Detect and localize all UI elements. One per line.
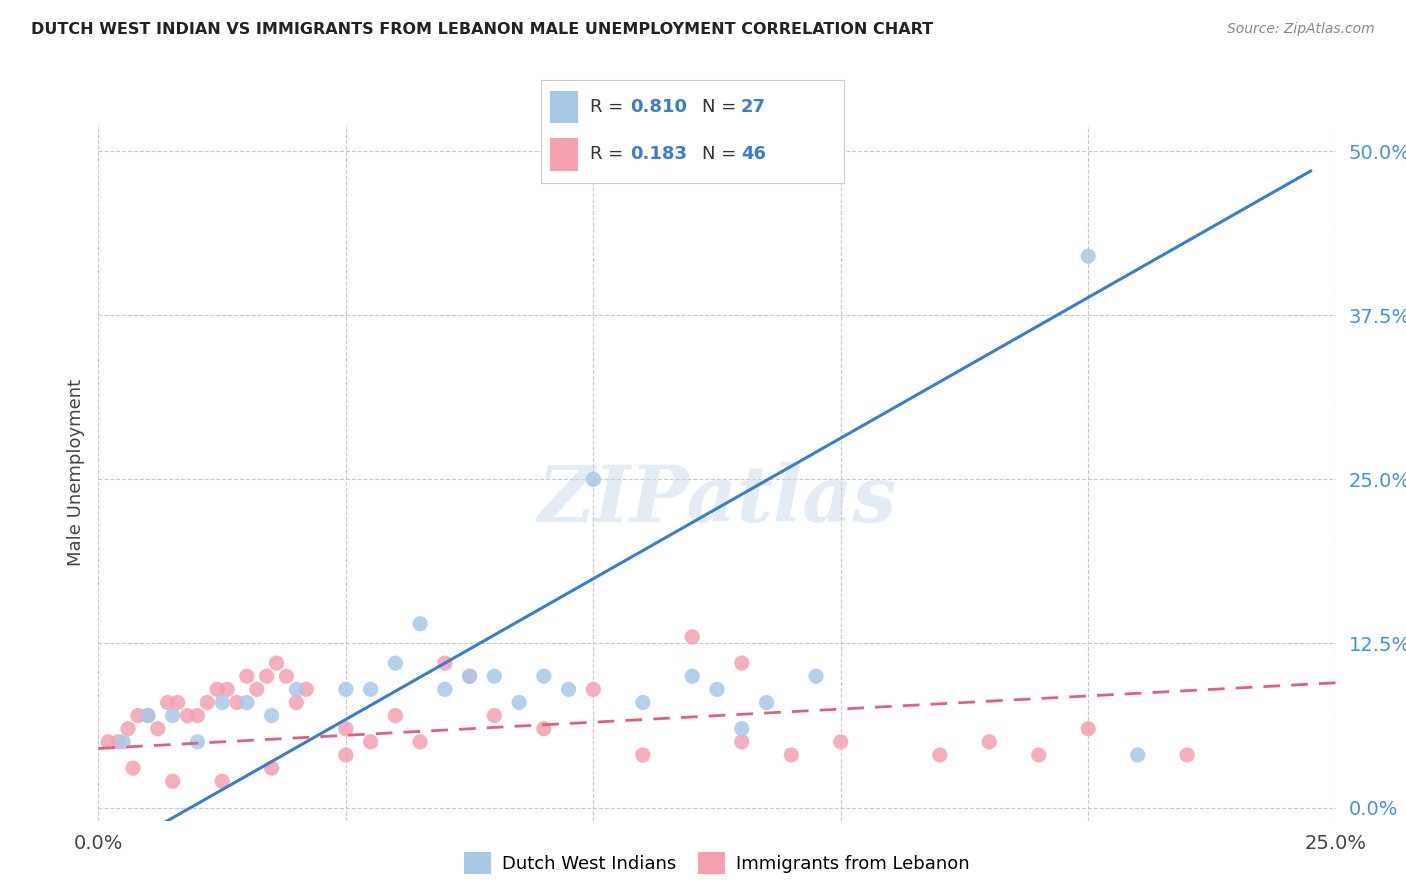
Point	[136, 708, 159, 723]
Text: R =: R =	[589, 145, 628, 163]
Point	[458, 669, 481, 683]
Point	[1077, 722, 1099, 736]
Point	[384, 656, 406, 670]
Point	[260, 761, 283, 775]
Bar	[550, 91, 578, 123]
Point	[433, 656, 456, 670]
Point	[557, 682, 579, 697]
Point	[162, 774, 184, 789]
Text: 46: 46	[741, 145, 766, 163]
Point	[166, 696, 188, 710]
Point	[1126, 747, 1149, 762]
Point	[236, 696, 259, 710]
Point	[830, 735, 852, 749]
Point	[804, 669, 827, 683]
Point	[136, 708, 159, 723]
Point	[582, 682, 605, 697]
Point	[285, 696, 308, 710]
Point	[979, 735, 1001, 749]
Point	[409, 616, 432, 631]
Point	[1077, 249, 1099, 263]
Point	[780, 747, 803, 762]
Point	[731, 735, 754, 749]
Point	[122, 761, 145, 775]
Point	[162, 708, 184, 723]
Text: N =: N =	[702, 98, 741, 116]
Point	[276, 669, 298, 683]
Text: R =: R =	[589, 98, 628, 116]
Point	[156, 696, 179, 710]
Point	[631, 747, 654, 762]
Point	[533, 669, 555, 683]
Point	[360, 735, 382, 749]
Point	[433, 682, 456, 697]
Point	[706, 682, 728, 697]
Text: N =: N =	[702, 145, 741, 163]
Point	[582, 472, 605, 486]
Text: Source: ZipAtlas.com: Source: ZipAtlas.com	[1227, 22, 1375, 37]
Point	[107, 735, 129, 749]
Legend: Dutch West Indians, Immigrants from Lebanon: Dutch West Indians, Immigrants from Leba…	[457, 845, 977, 881]
Point	[533, 722, 555, 736]
Text: 27: 27	[741, 98, 766, 116]
Point	[117, 722, 139, 736]
Point	[205, 682, 228, 697]
Text: DUTCH WEST INDIAN VS IMMIGRANTS FROM LEBANON MALE UNEMPLOYMENT CORRELATION CHART: DUTCH WEST INDIAN VS IMMIGRANTS FROM LEB…	[31, 22, 934, 37]
Point	[409, 735, 432, 749]
Point	[186, 708, 208, 723]
Point	[211, 696, 233, 710]
Point	[285, 682, 308, 697]
Point	[1175, 747, 1198, 762]
Point	[631, 696, 654, 710]
Point	[146, 722, 169, 736]
Point	[335, 722, 357, 736]
Point	[681, 630, 703, 644]
Text: 0.183: 0.183	[630, 145, 688, 163]
Point	[681, 669, 703, 683]
Point	[226, 696, 249, 710]
Point	[97, 735, 120, 749]
Point	[236, 669, 259, 683]
Point	[176, 708, 198, 723]
Point	[217, 682, 239, 697]
Point	[266, 656, 288, 670]
Point	[186, 735, 208, 749]
Point	[484, 669, 506, 683]
Point	[112, 735, 135, 749]
Point	[731, 722, 754, 736]
Point	[246, 682, 269, 697]
Text: ZIPatlas: ZIPatlas	[537, 462, 897, 539]
Point	[384, 708, 406, 723]
Point	[295, 682, 318, 697]
Point	[484, 708, 506, 723]
Point	[508, 696, 530, 710]
Point	[458, 669, 481, 683]
Point	[256, 669, 278, 683]
Point	[260, 708, 283, 723]
Point	[360, 682, 382, 697]
Point	[755, 696, 778, 710]
Point	[928, 747, 950, 762]
Text: 0.810: 0.810	[630, 98, 688, 116]
Y-axis label: Male Unemployment: Male Unemployment	[66, 379, 84, 566]
Point	[1028, 747, 1050, 762]
Point	[195, 696, 218, 710]
Point	[211, 774, 233, 789]
Point	[127, 708, 149, 723]
Point	[335, 747, 357, 762]
Point	[335, 682, 357, 697]
Bar	[550, 137, 578, 170]
Point	[731, 656, 754, 670]
